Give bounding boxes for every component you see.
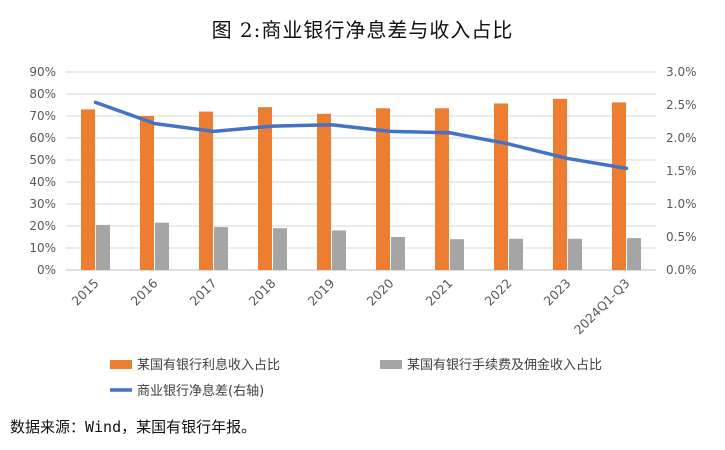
bar — [568, 238, 582, 270]
bar — [81, 109, 95, 271]
left-tick-label: 10% — [29, 241, 56, 255]
left-tick-label: 50% — [29, 153, 56, 167]
chart-title: 图 2:商业银行净息差与收入占比 — [211, 18, 514, 42]
bar — [273, 228, 287, 270]
bar — [155, 222, 169, 270]
line-point — [448, 131, 451, 135]
bar — [391, 237, 405, 270]
bar — [494, 103, 508, 271]
left-tick-label: 90% — [29, 65, 56, 79]
line-point — [566, 156, 569, 160]
line-point — [94, 100, 97, 104]
left-tick-label: 70% — [29, 109, 56, 123]
line-point — [389, 129, 392, 133]
bar — [199, 111, 213, 270]
left-tick-label: 40% — [29, 175, 56, 189]
legend-label: 商业银行净息差(右轴) — [137, 383, 264, 399]
x-tick-label: 2018 — [246, 275, 279, 308]
bar — [140, 116, 154, 270]
x-tick-label: 2015 — [69, 276, 102, 309]
bar — [450, 239, 464, 270]
line-point — [507, 142, 510, 146]
right-tick-label: 2.5% — [666, 98, 697, 112]
line-point — [271, 124, 274, 128]
left-tick-label: 60% — [29, 131, 56, 145]
bar — [258, 107, 272, 270]
source-note: 数据来源：Wind，某国有银行年报。 — [10, 418, 257, 436]
bar — [317, 113, 331, 270]
bar — [612, 102, 626, 270]
bar — [96, 224, 110, 270]
bar — [214, 227, 228, 270]
x-tick-label: 2020 — [364, 275, 397, 308]
left-tick-label: 0% — [37, 263, 56, 277]
right-tick-label: 0.0% — [666, 263, 697, 277]
right-tick-label: 0.5% — [666, 230, 697, 244]
x-tick-label: 2016 — [128, 275, 161, 308]
left-tick-label: 20% — [29, 219, 56, 233]
left-tick-label: 30% — [29, 197, 56, 211]
line-series — [93, 100, 629, 171]
bar-series — [81, 98, 641, 271]
line-point — [625, 166, 628, 170]
legend-swatch — [110, 360, 132, 369]
right-tick-label: 2.0% — [666, 131, 697, 145]
x-tick-label: 2019 — [305, 275, 338, 308]
net-interest-margin-line — [93, 100, 629, 171]
bar — [509, 238, 523, 270]
line-point — [212, 129, 215, 133]
bar — [627, 238, 641, 270]
x-tick-label: 2021 — [423, 276, 456, 309]
x-tick-label: 2024Q1-Q3 — [571, 276, 633, 338]
bar — [435, 108, 449, 270]
line-point — [153, 121, 156, 125]
line-point — [330, 123, 333, 127]
bar — [332, 230, 346, 270]
bar — [553, 98, 567, 270]
right-tick-label: 1.0% — [666, 197, 697, 211]
x-tick-label: 2023 — [541, 276, 574, 309]
gridlines — [66, 71, 656, 271]
x-axis-labels: 2015 2016 2017 2018 2019 2020 2021 2022 20232024… — [69, 275, 633, 337]
x-tick-label: 2022 — [482, 276, 515, 309]
left-tick-label: 80% — [29, 87, 56, 101]
legend-swatch — [380, 360, 402, 369]
combo-chart: 0% 10% 20% 30% 40% 50% 60% 70% 80% 90% 0.0% 0.5% 1.… — [29, 65, 697, 399]
right-axis-ticks: 0.0% 0.5% 1.0% 1.5% 2.0% 2.5% 3.0% — [666, 65, 697, 277]
right-tick-label: 3.0% — [666, 65, 697, 79]
left-axis-ticks: 0% 10% 20% 30% 40% 50% 60% 70% 80% 90% — [29, 65, 56, 277]
legend-label: 某国有银行手续费及佣金收入占比 — [407, 357, 602, 373]
bar — [376, 108, 390, 270]
legend-label: 某国有银行利息收入占比 — [137, 357, 280, 373]
x-tick-label: 2017 — [187, 276, 220, 309]
right-tick-label: 1.5% — [666, 164, 697, 178]
